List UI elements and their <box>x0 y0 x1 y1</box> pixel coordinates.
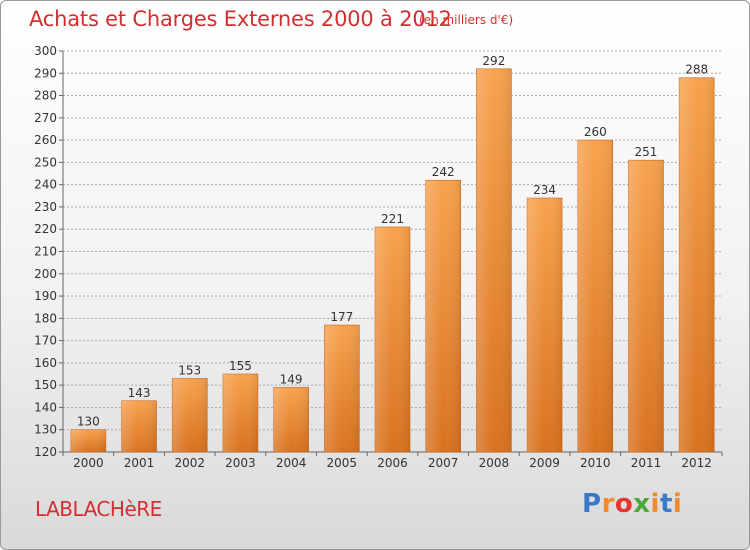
y-tick-label: 130 <box>34 423 57 437</box>
bar-shading <box>121 400 157 452</box>
commune-name: LABLACHèRE <box>35 497 162 521</box>
bar-value-label: 155 <box>229 359 252 373</box>
logo-letter: r <box>601 489 615 519</box>
bar-value-label: 143 <box>128 386 151 400</box>
y-tick-label: 190 <box>34 289 57 303</box>
x-tick-label: 2011 <box>631 456 662 470</box>
bar-value-label: 288 <box>685 63 708 77</box>
bar-value-label: 260 <box>584 125 607 139</box>
bar-shading <box>577 140 613 452</box>
bar-shading <box>375 226 410 452</box>
bar-value-label: 130 <box>77 415 100 429</box>
x-tick-label: 2006 <box>377 456 408 470</box>
y-tick-label: 270 <box>34 111 57 125</box>
y-tick-label: 200 <box>34 267 57 281</box>
bar-value-label: 149 <box>280 372 303 386</box>
bar-value-label: 221 <box>381 212 404 226</box>
chart-title: Achats et Charges Externes 2000 à 2012 <box>29 7 452 31</box>
axes: 120 130 140 150 160 170 180 190 200 210 220 230 240 2… <box>34 44 723 470</box>
bar-value-label: 177 <box>330 310 353 324</box>
y-tick-label: 290 <box>34 66 57 80</box>
logo-letter: x <box>633 489 651 519</box>
bar-value-label: 292 <box>482 54 505 68</box>
x-tick-label: 2009 <box>529 456 560 470</box>
data-labels: 130 143 153 155 149 177 221 242 292 234 260 251 288 <box>77 54 708 429</box>
y-tick-label: 140 <box>34 400 57 414</box>
bar-shading <box>527 198 563 452</box>
bar-shading <box>476 68 512 453</box>
y-tick-label: 120 <box>34 445 57 459</box>
x-tick-label: 2000 <box>73 456 104 470</box>
bar-shading <box>273 387 309 452</box>
x-tick-label: 2008 <box>479 456 510 470</box>
bar-value-label: 234 <box>533 183 556 197</box>
bar-shading <box>628 160 664 452</box>
y-tick-label: 170 <box>34 334 57 348</box>
x-tick-label: 2001 <box>124 456 155 470</box>
y-tick-label: 160 <box>34 356 57 370</box>
y-tick-label: 300 <box>34 44 57 58</box>
y-tick-label: 260 <box>34 133 57 147</box>
logo-letter: i <box>650 489 660 519</box>
proxiti-logo[interactable]: Proxiti <box>582 489 682 519</box>
y-tick-label: 230 <box>34 200 57 214</box>
x-tick-label: 2010 <box>580 456 611 470</box>
y-tick-label: 150 <box>34 378 57 392</box>
bar-value-label: 153 <box>178 363 201 377</box>
bar-shading <box>679 77 715 452</box>
y-tick-label: 280 <box>34 89 57 103</box>
x-tick-label: 2002 <box>174 456 205 470</box>
x-tick-label: 2003 <box>225 456 256 470</box>
x-tick-label: 2007 <box>428 456 459 470</box>
bar-shading <box>172 378 208 452</box>
y-tick-label: 240 <box>34 178 57 192</box>
bar-shading <box>324 325 360 452</box>
y-tick-label: 210 <box>34 245 57 259</box>
bar-value-label: 251 <box>635 145 658 159</box>
y-tick-label: 250 <box>34 155 57 169</box>
bar-shading <box>425 180 461 452</box>
y-tick-label: 180 <box>34 311 57 325</box>
bars <box>70 68 715 453</box>
bar-shading <box>222 374 258 452</box>
logo-letter: o <box>614 489 634 519</box>
logo-letter: i <box>672 489 683 519</box>
logo-letter: P <box>582 489 602 519</box>
x-tick-label: 2012 <box>681 456 712 470</box>
bar-shading <box>70 429 106 452</box>
bar-value-label: 242 <box>432 165 455 179</box>
x-tick-label: 2004 <box>276 456 307 470</box>
chart-subtitle: (en milliers d'€) <box>419 13 514 27</box>
logo-letter: t <box>659 489 673 519</box>
x-tick-label: 2005 <box>327 456 358 470</box>
y-tick-label: 220 <box>34 222 57 236</box>
